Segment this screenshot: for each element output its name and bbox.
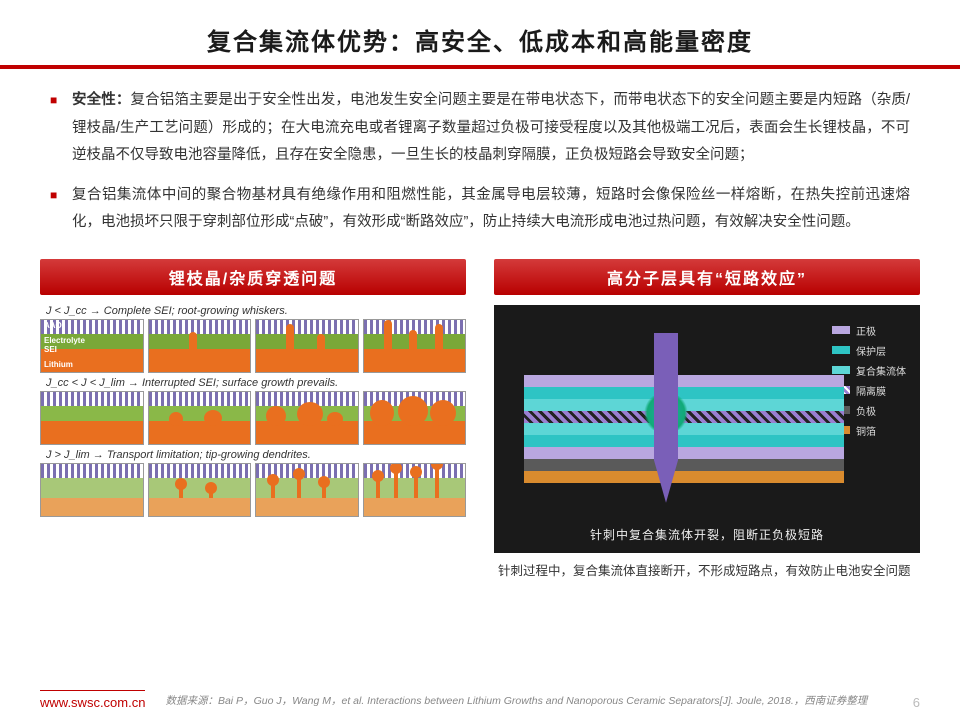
tile (148, 391, 252, 445)
slide-title: 复合集流体优势：高安全、低成本和高能量密度 (0, 22, 960, 57)
tile (148, 463, 252, 517)
row2 (40, 391, 466, 445)
row3-label: J > J_lim → Transport limitation; tip-gr… (46, 449, 466, 461)
tile (363, 319, 467, 373)
tile (255, 391, 359, 445)
right-panel-header: 高分子层具有“短路效应” (494, 259, 920, 295)
right-panel: 高分子层具有“短路效应” 正极保护层复合集流体隔离膜负极铜箔 针刺中复合集流体开… (494, 259, 920, 581)
bullet-1: 安全性：复合铝箔主要是出于安全性出发，电池发生安全问题主要是在带电状态下，而带电… (50, 87, 910, 170)
tile (40, 463, 144, 517)
footer-source: 数据来源：Bai P，Guo J，Wang M，et al. Interacti… (165, 693, 892, 710)
row2-label: J_cc < J < J_lim → Interrupted SEI; surf… (46, 377, 466, 389)
legend-item: 正极 (832, 323, 906, 338)
tile (363, 391, 467, 445)
page-number: 6 (913, 695, 920, 710)
bullet-1-bold: 安全性： (72, 92, 131, 108)
layer (524, 471, 844, 483)
lithium-label: Lithium (44, 360, 73, 369)
tile (363, 463, 467, 517)
footer: www.swsc.com.cn 数据来源：Bai P，Guo J，Wang M，… (0, 690, 960, 710)
aao-label: AAO (44, 321, 62, 330)
tile (148, 319, 252, 373)
bullet-2-text: 复合铝集流体中间的聚合物基材具有绝缘作用和阻燃性能，其金属导电层较薄，短路时会像… (72, 187, 910, 231)
layer (524, 459, 844, 471)
figure-caption: 针刺中复合集流体开裂，阻断正负极短路 (494, 526, 920, 543)
body-text: 安全性：复合铝箔主要是出于安全性出发，电池发生安全问题主要是在带电状态下，而带电… (0, 69, 960, 259)
row1-label: J < J_cc → Complete SEI; root-growing wh… (46, 305, 466, 317)
left-panel-header: 锂枝晶/杂质穿透问题 (40, 259, 466, 295)
layer (524, 375, 844, 387)
row1: AAO Electrolyte SEI Lithium (40, 319, 466, 373)
tile (255, 463, 359, 517)
layer-stack (524, 375, 844, 483)
bullet-2: 复合铝集流体中间的聚合物基材具有绝缘作用和阻燃性能，其金属导电层较薄，短路时会像… (50, 182, 910, 237)
layer (524, 447, 844, 459)
right-figure: 正极保护层复合集流体隔离膜负极铜箔 针刺中复合集流体开裂，阻断正负极短路 (494, 305, 920, 553)
source-text: Bai P，Guo J，Wang M，et al. Interactions b… (218, 695, 867, 707)
tile (255, 319, 359, 373)
electrolyte-label: Electrolyte (44, 336, 85, 345)
bullet-1-text: 复合铝箔主要是出于安全性出发，电池发生安全问题主要是在带电状态下，而带电状态下的… (72, 92, 910, 163)
source-prefix: 数据来源： (165, 695, 218, 707)
legend-item: 保护层 (832, 343, 906, 358)
sei-label: SEI (44, 345, 57, 354)
left-panel: 锂枝晶/杂质穿透问题 J < J_cc → Complete SEI; root… (40, 259, 466, 581)
layer (524, 435, 844, 447)
row3 (40, 463, 466, 517)
tile (40, 391, 144, 445)
footer-url: www.swsc.com.cn (40, 690, 145, 710)
tile: AAO Electrolyte SEI Lithium (40, 319, 144, 373)
layer (524, 387, 844, 399)
right-note: 针刺过程中，复合集流体直接断开，不形成短路点，有效防止电池安全问题 (494, 561, 920, 581)
